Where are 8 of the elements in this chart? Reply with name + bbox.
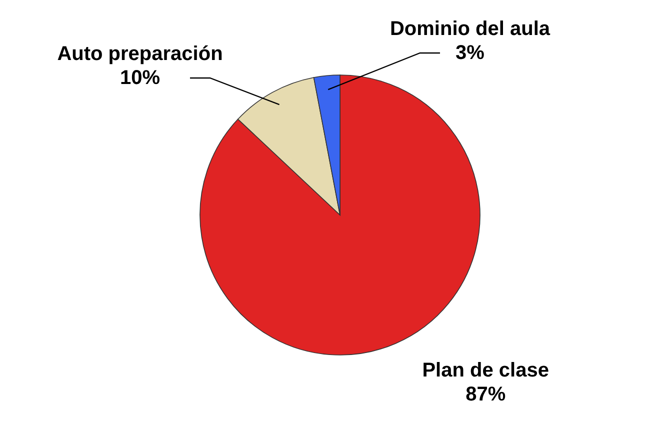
data-label: 87% <box>466 384 506 406</box>
slice-label: Plan de clase <box>422 360 549 382</box>
pie-slice <box>238 77 340 216</box>
slice-label: Dominio del aula <box>390 18 551 40</box>
pie-slice <box>200 74 480 356</box>
data-label: 10% <box>120 67 160 89</box>
data-label: 3% <box>456 42 485 64</box>
slice-label: Auto preparación <box>57 43 223 65</box>
